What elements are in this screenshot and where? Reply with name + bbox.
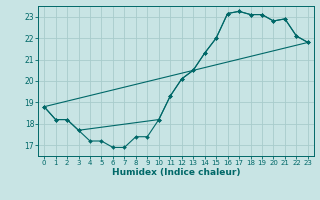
X-axis label: Humidex (Indice chaleur): Humidex (Indice chaleur) <box>112 168 240 177</box>
